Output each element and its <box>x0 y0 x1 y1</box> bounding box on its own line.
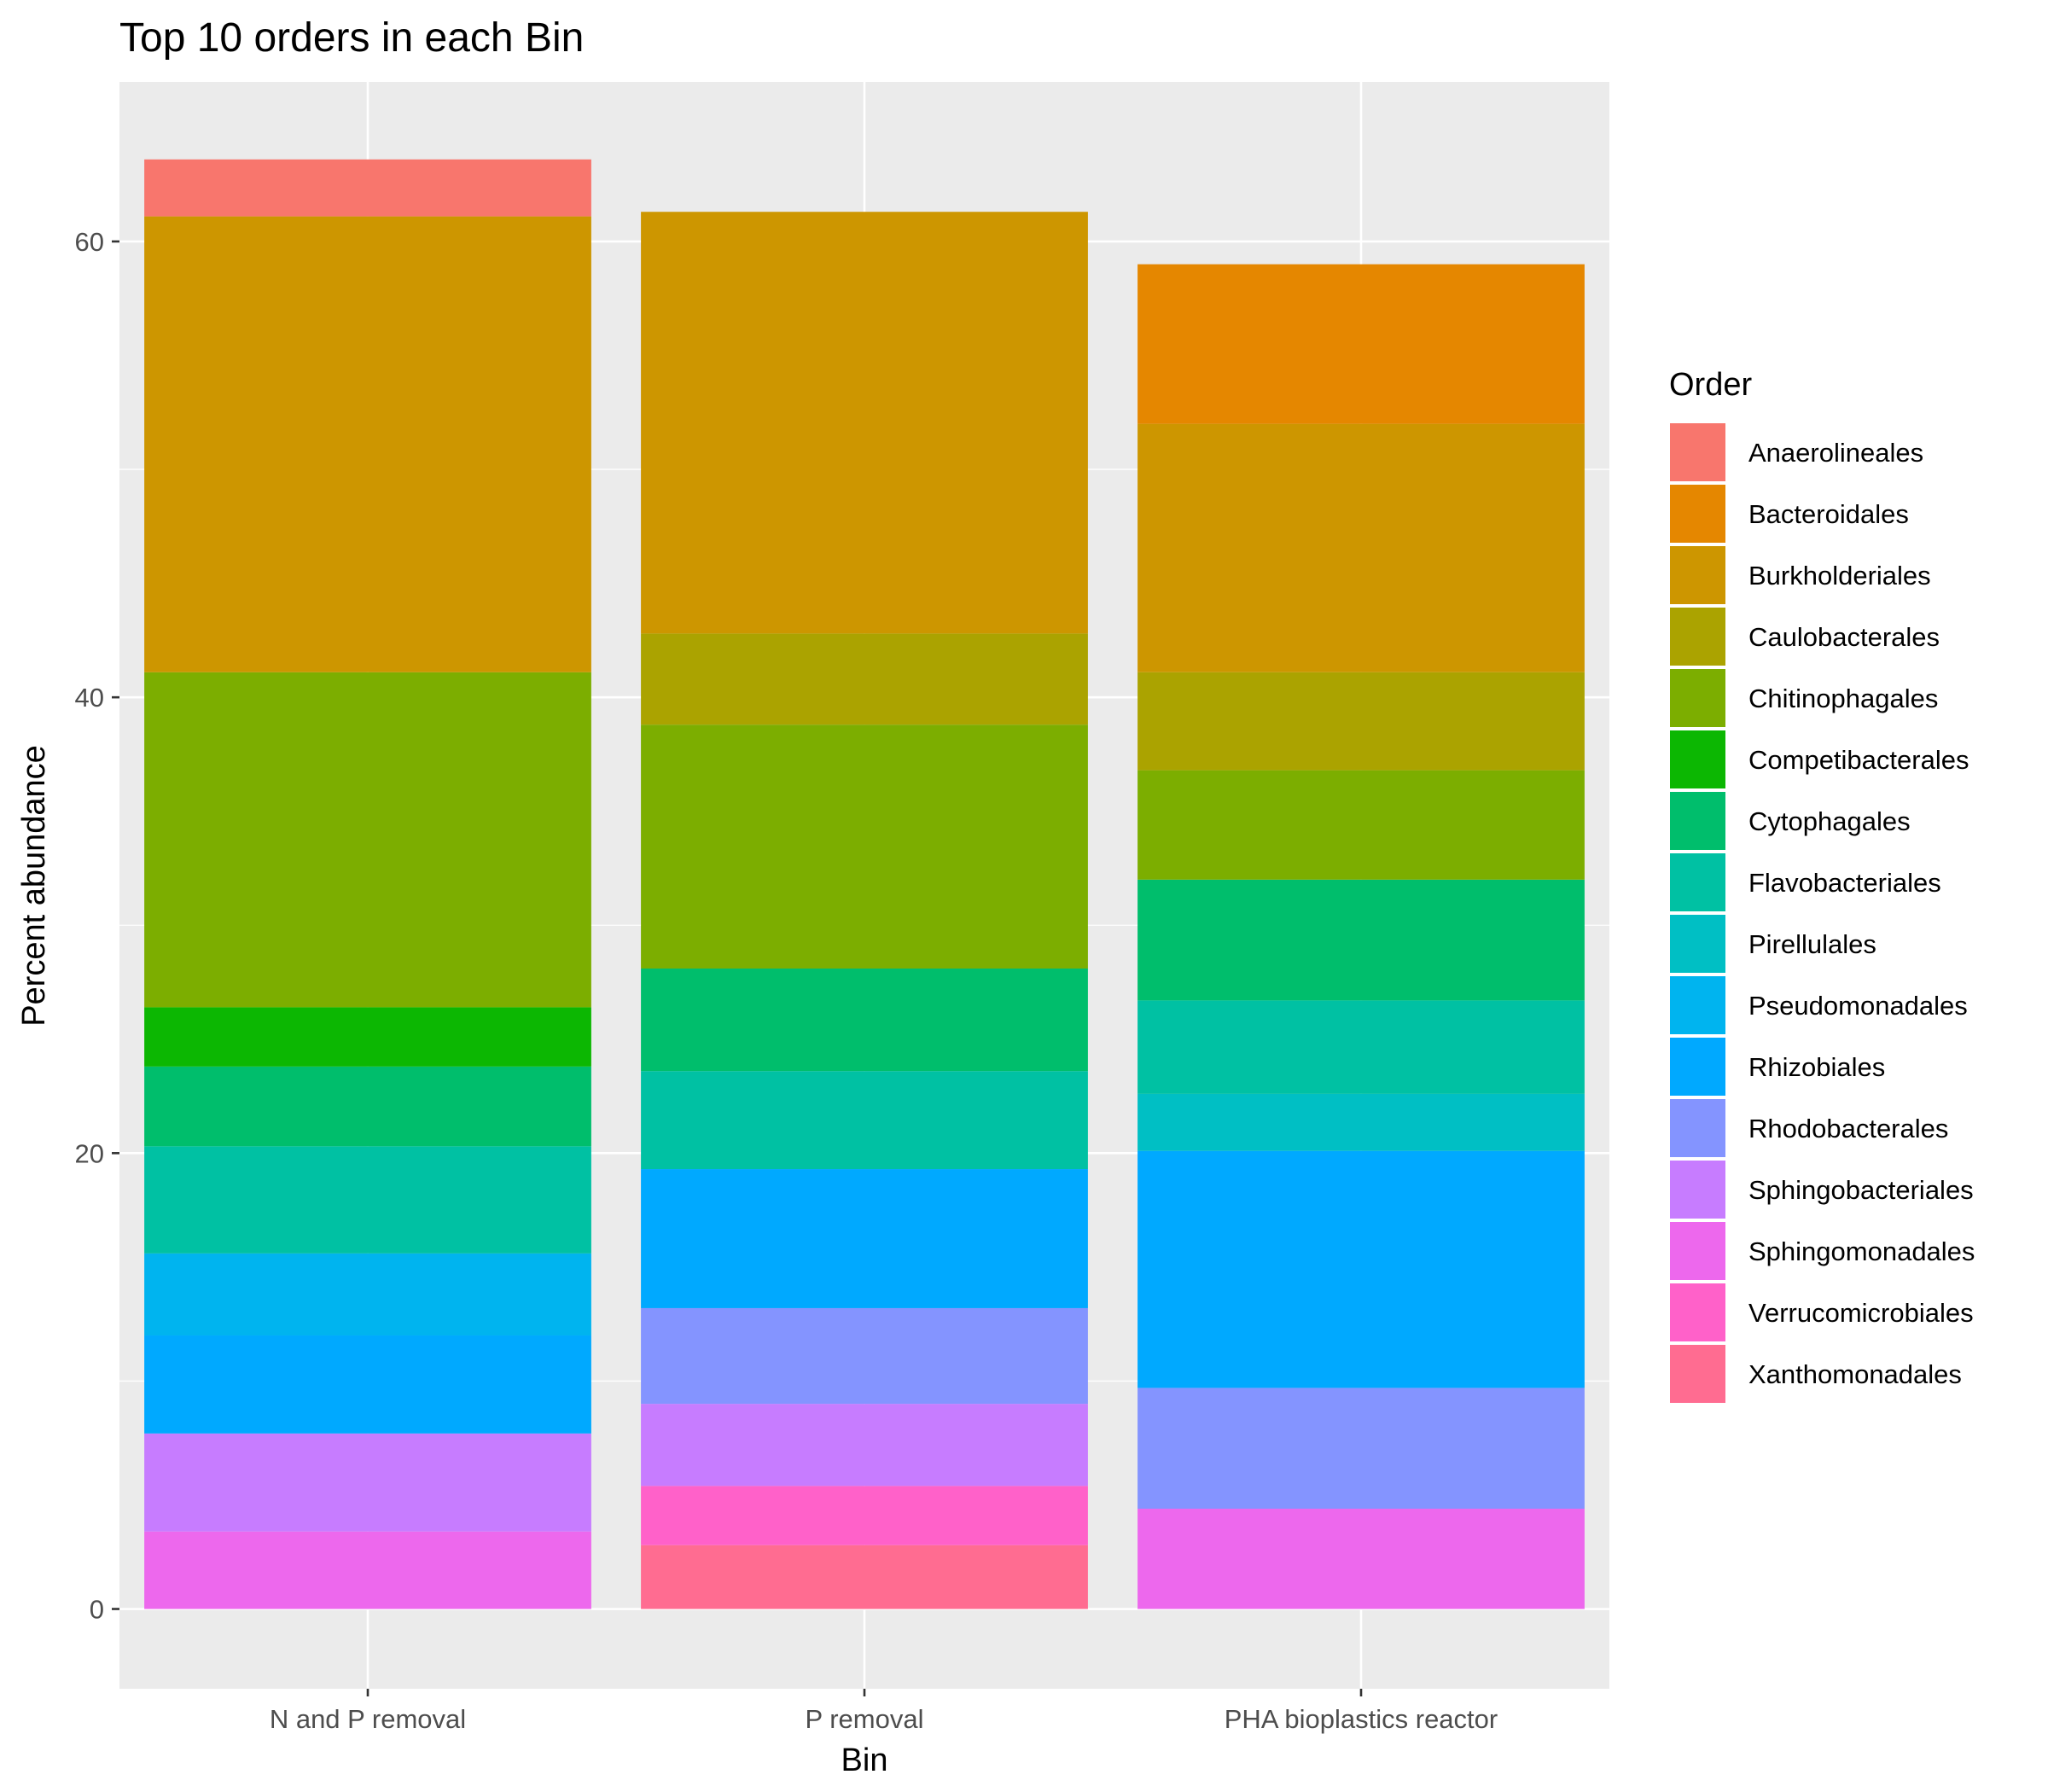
y-tick-label: 40 <box>75 683 104 713</box>
legend-key-cytophagales <box>1668 790 1727 852</box>
legend-label: Verrucomicrobiales <box>1748 1298 1974 1328</box>
bar-segment-sphingomonadales <box>1137 1508 1585 1609</box>
bar-segment-bacteroidales <box>1137 264 1585 424</box>
x-axis-title: Bin <box>841 1743 888 1778</box>
x-tick-label: N and P removal <box>270 1704 466 1734</box>
y-tick-label: 60 <box>75 227 104 257</box>
bar-segment-caulobacterales <box>1137 672 1585 771</box>
legend-label: Pseudomonadales <box>1748 991 1968 1021</box>
legend-key-xanthomonadales <box>1668 1343 1727 1405</box>
bar-segment-xanthomonadales <box>641 1545 1088 1609</box>
y-tick-label: 0 <box>90 1595 104 1625</box>
bar-segment-anaerolineales <box>144 159 591 217</box>
legend-key-pseudomonadales <box>1668 975 1727 1036</box>
legend-label: Sphingobacteriales <box>1748 1175 1974 1205</box>
y-axis: 0 20 40 60 <box>75 227 119 1625</box>
legend-key-sphingobacteriales <box>1668 1159 1727 1220</box>
bar-segment-rhizobiales <box>641 1169 1088 1308</box>
bar-segment-rhizobiales <box>1137 1150 1585 1388</box>
x-tick-label: P removal <box>806 1704 924 1734</box>
legend-label: Flavobacteriales <box>1748 868 1941 898</box>
bar-segment-sphingobacteriales <box>641 1404 1088 1487</box>
legend-key-bacteroidales <box>1668 483 1727 544</box>
bar-segment-rhodobacterales <box>641 1307 1088 1405</box>
bar-segment-burkholderiales <box>641 212 1088 634</box>
x-axis: N and P removal P removal PHA bioplastics … <box>270 1689 1498 1734</box>
legend-key-sphingomonadales <box>1668 1220 1727 1282</box>
legend-label: Competibacterales <box>1748 745 1969 775</box>
legend-key-pirellulales <box>1668 913 1727 975</box>
legend-label: Anaerolineales <box>1748 438 1923 468</box>
legend-key-caulobacterales <box>1668 606 1727 667</box>
legend-key-anaerolineales <box>1668 422 1727 483</box>
bar-segment-flavobacteriales <box>1137 1000 1585 1094</box>
legend-key-flavobacteriales <box>1668 852 1727 913</box>
legend-label: Xanthomonadales <box>1748 1359 1962 1389</box>
bar-segment-caulobacterales <box>641 633 1088 725</box>
bar-segment-cytophagales <box>641 968 1088 1072</box>
bar-segment-cytophagales <box>1137 879 1585 1001</box>
bar-segment-burkholderiales <box>1137 423 1585 672</box>
bar-segment-rhizobiales <box>144 1335 591 1434</box>
bar-segment-flavobacteriales <box>641 1071 1088 1170</box>
legend-key-rhodobacterales <box>1668 1097 1727 1159</box>
bar-segment-sphingomonadales <box>144 1531 591 1609</box>
legend-label: Rhodobacterales <box>1748 1114 1948 1143</box>
legend-key-verrucomicrobiales <box>1668 1282 1727 1343</box>
bar-segment-chitinophagales <box>641 724 1088 969</box>
chart-title: Top 10 orders in each Bin <box>119 15 584 61</box>
bar-segment-chitinophagales <box>1137 770 1585 880</box>
bar-segment-cytophagales <box>144 1066 591 1147</box>
bar-segment-flavobacteriales <box>144 1146 591 1254</box>
bar-segment-verrucomicrobiales <box>641 1486 1088 1545</box>
legend-label: Pirellulales <box>1748 929 1876 959</box>
legend-label: Sphingomonadales <box>1748 1236 1975 1266</box>
legend-label: Caulobacterales <box>1748 622 1940 652</box>
y-axis-title: Percent abundance <box>16 745 52 1027</box>
legend-label: Rhizobiales <box>1748 1052 1885 1082</box>
legend: Order Anaerolineales Bacteroidales Burkhol… <box>1668 367 1975 1405</box>
legend-title: Order <box>1669 367 1752 403</box>
legend-key-burkholderiales <box>1668 544 1727 606</box>
bar-segment-competibacterales <box>144 1007 591 1067</box>
legend-key-chitinophagales <box>1668 667 1727 729</box>
x-tick-label: PHA bioplastics reactor <box>1225 1704 1498 1734</box>
legend-key-rhizobiales <box>1668 1036 1727 1097</box>
bar-segment-pirellulales <box>1137 1093 1585 1151</box>
bars <box>144 159 1585 1609</box>
legend-key-competibacterales <box>1668 729 1727 790</box>
bar-segment-chitinophagales <box>144 672 591 1008</box>
legend-label: Cytophagales <box>1748 806 1911 836</box>
bar-segment-pseudomonadales <box>144 1253 591 1336</box>
y-tick-label: 20 <box>75 1138 104 1168</box>
legend-label: Chitinophagales <box>1748 684 1938 713</box>
legend-label: Bacteroidales <box>1748 499 1909 529</box>
bar-segment-burkholderiales <box>144 216 591 672</box>
legend-label: Burkholderiales <box>1748 561 1931 591</box>
bar-segment-rhodobacterales <box>1137 1388 1585 1509</box>
bar-segment-sphingobacteriales <box>144 1433 591 1532</box>
